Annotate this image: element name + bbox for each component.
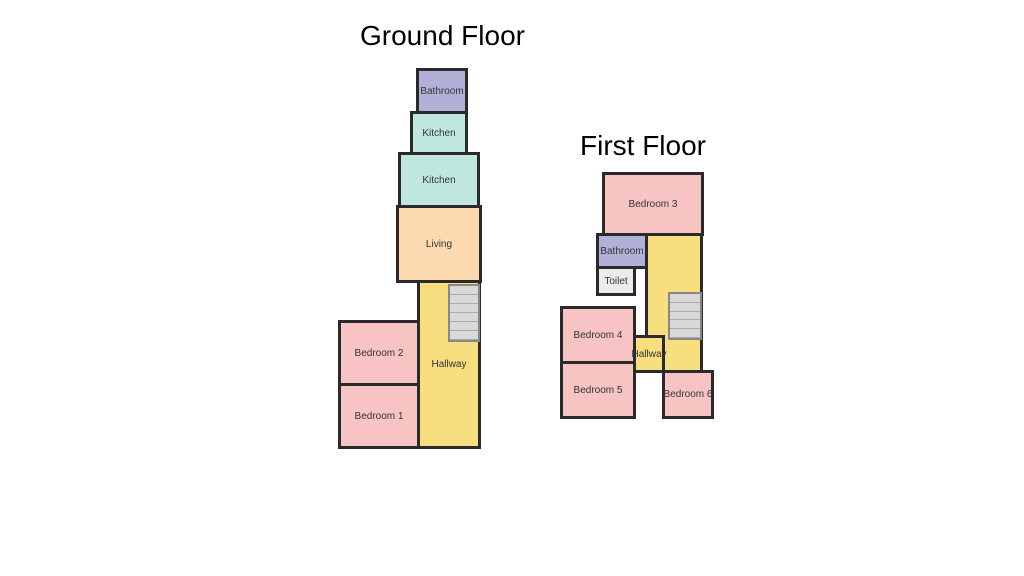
room-label-kitchen-g1: Kitchen <box>422 128 455 139</box>
room-label-toilet-f: Toilet <box>604 276 627 287</box>
room-label-hallway-f2: Hallway <box>632 349 667 360</box>
room-bedroom4-f: Bedroom 4 <box>560 306 636 364</box>
room-bedroom6-f: Bedroom 6 <box>662 370 714 419</box>
room-bedroom1-g: Bedroom 1 <box>338 383 420 449</box>
room-label-bedroom6-f: Bedroom 6 <box>664 389 713 400</box>
ground-plan-stairs <box>448 284 480 342</box>
room-bedroom5-f: Bedroom 5 <box>560 361 636 419</box>
room-label-bedroom5-f: Bedroom 5 <box>574 385 623 396</box>
ground-floor-title: Ground Floor <box>360 20 525 52</box>
room-bathroom-f: Bathroom <box>596 233 648 269</box>
room-label-kitchen-g2: Kitchen <box>422 175 455 186</box>
room-toilet-f: Toilet <box>596 266 636 296</box>
room-label-bathroom-f: Bathroom <box>600 246 643 257</box>
room-kitchen-g2: Kitchen <box>398 152 480 208</box>
room-bedroom2-g: Bedroom 2 <box>338 320 420 386</box>
room-label-living-g: Living <box>426 239 452 250</box>
room-label-hallway-g: Hallway <box>431 359 466 370</box>
room-label-bedroom2-g: Bedroom 2 <box>355 348 404 359</box>
room-label-bedroom3-f: Bedroom 3 <box>629 199 678 210</box>
first-plan-stairs <box>668 292 702 340</box>
room-kitchen-g1: Kitchen <box>410 111 468 155</box>
room-bedroom3-f: Bedroom 3 <box>602 172 704 236</box>
room-hallway-f2: Hallway <box>633 335 665 373</box>
room-living-g: Living <box>396 205 482 283</box>
room-label-bathroom-g: Bathroom <box>420 86 463 97</box>
room-label-bedroom1-g: Bedroom 1 <box>355 411 404 422</box>
room-label-bedroom4-f: Bedroom 4 <box>574 330 623 341</box>
room-bathroom-g: Bathroom <box>416 68 468 114</box>
first-floor-title: First Floor <box>580 130 706 162</box>
